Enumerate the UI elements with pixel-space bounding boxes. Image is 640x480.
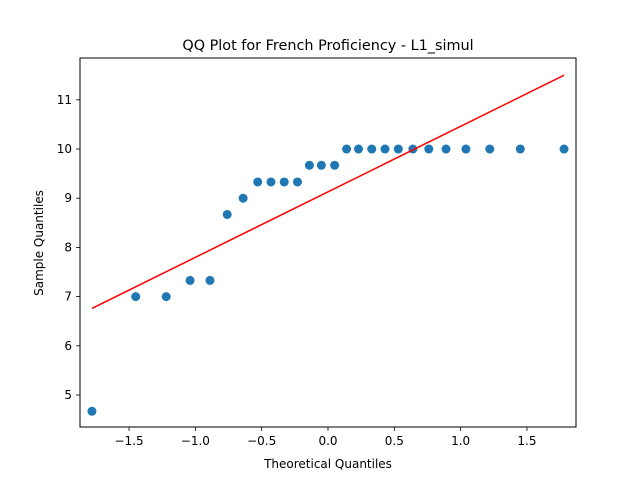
data-point [304,160,314,170]
x-tick-label: −1.5 [114,434,143,448]
x-tick-label: −1.0 [181,434,210,448]
data-point [292,177,302,187]
x-tick-label: 1.5 [517,434,536,448]
x-axis-label: Theoretical Quantiles [263,457,392,471]
y-tick-label: 5 [64,388,72,402]
data-point [485,144,495,154]
data-point [161,292,171,302]
data-point [131,292,141,302]
x-tick-label: −0.5 [247,434,276,448]
y-tick-label: 7 [64,290,72,304]
y-tick-label: 11 [57,93,72,107]
data-point [424,144,434,154]
data-point [367,144,377,154]
data-point [441,144,451,154]
reference-line [91,74,565,310]
data-point [515,144,525,154]
data-point [380,144,390,154]
data-point [342,144,352,154]
data-point [222,209,232,219]
data-point [205,275,215,285]
data-point [393,144,403,154]
data-point [461,144,471,154]
x-tick-label: 1.0 [451,434,470,448]
y-axis-label: Sample Quantiles [32,190,46,296]
data-point [559,144,569,154]
chart-title: QQ Plot for French Proficiency - L1_simu… [182,38,473,54]
data-point [253,177,263,187]
data-point [316,160,326,170]
data-point [354,144,364,154]
data-point [330,160,340,170]
data-point [238,193,248,203]
axes-frame [79,57,577,428]
data-point [185,275,195,285]
data-point [87,406,97,416]
data-point [279,177,289,187]
x-tick-label: 0.0 [318,434,337,448]
y-tick-label: 8 [64,240,72,254]
x-tick-label: 0.5 [385,434,404,448]
y-tick-label: 10 [57,142,72,156]
y-tick-label: 6 [64,339,72,353]
y-tick-label: 9 [64,191,72,205]
data-point [266,177,276,187]
